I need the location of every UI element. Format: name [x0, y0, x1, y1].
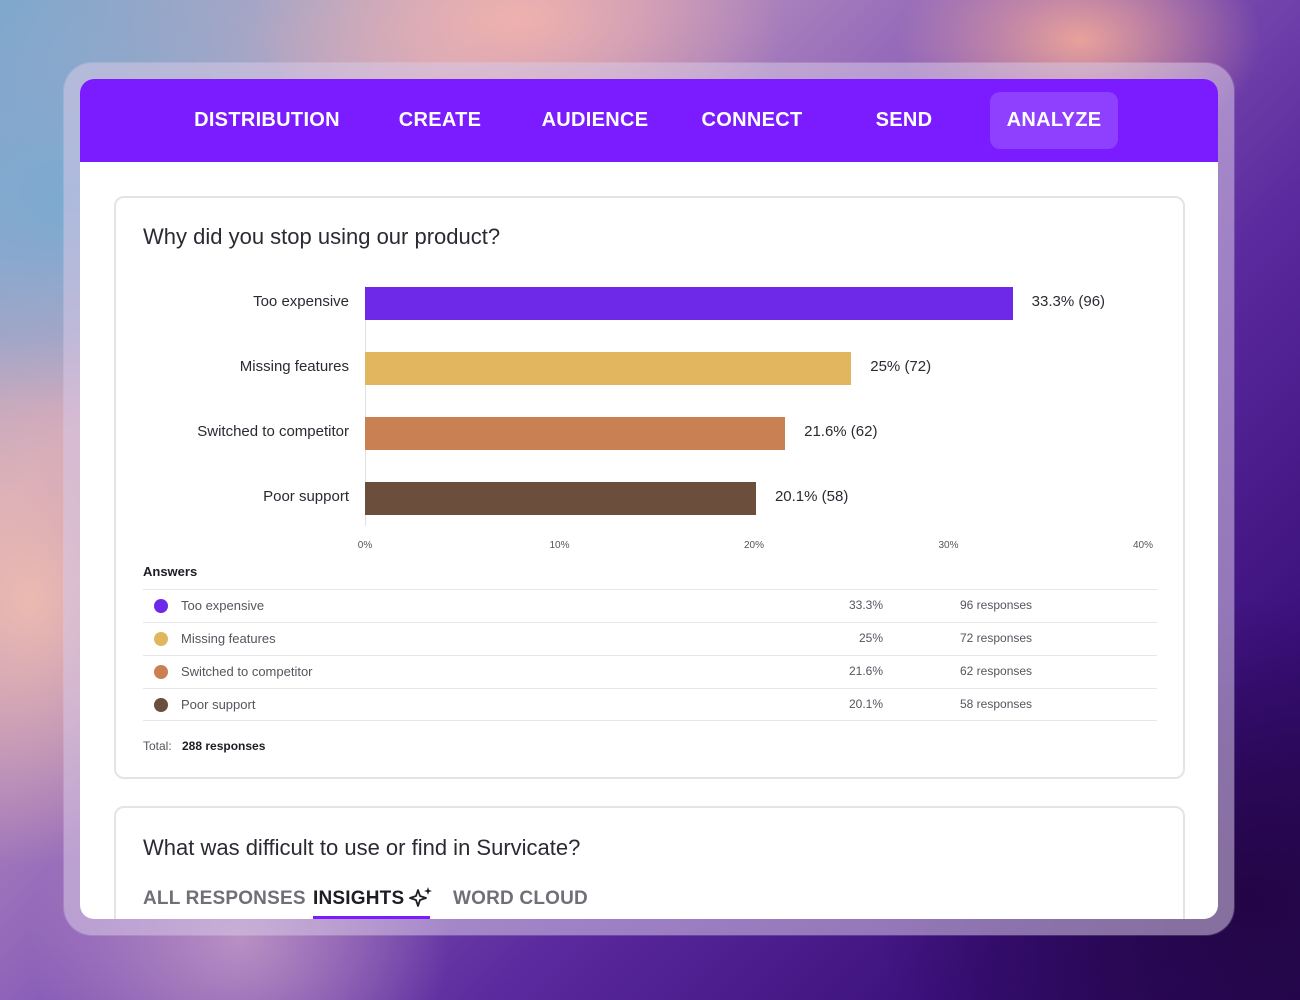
answer-percentage: 25%: [858, 631, 883, 645]
sparkle-icon: [409, 887, 432, 907]
question-card-churn: Why did you stop using our product? Too …: [114, 196, 1185, 779]
bar-value-label: 21.6% (62): [804, 423, 878, 440]
color-dot: [154, 665, 168, 679]
answers-heading: Answers: [143, 564, 198, 579]
app-screen: DISTRIBUTION CREATE AUDIENCE CONNECT SEN…: [80, 79, 1218, 919]
color-dot: [154, 698, 168, 712]
bar-label: Switched to competitor: [197, 423, 349, 440]
bar-value-label: 25% (72): [870, 358, 932, 375]
answer-responses: 62 responses: [960, 664, 1033, 678]
answer-row: Too expensive 33.3% 96 responses: [143, 589, 1157, 622]
answer-label: Too expensive: [181, 598, 265, 613]
answer-responses: 96 responses: [960, 598, 1033, 612]
answer-percentage: 20.1%: [848, 697, 883, 711]
bar-value-label: 20.1% (58): [774, 488, 849, 505]
active-tab-indicator: [313, 916, 430, 919]
chart-axis-line: [365, 286, 366, 526]
answer-percentage: 21.6%: [848, 664, 883, 678]
bar-value-label: 33.3% (96): [1031, 293, 1106, 310]
question-card-difficulty: What was difficult to use or find in Sur…: [114, 806, 1185, 919]
color-dot: [154, 632, 168, 646]
top-nav: DISTRIBUTION CREATE AUDIENCE CONNECT SEN…: [80, 79, 1218, 162]
question-title: What was difficult to use or find in Sur…: [143, 835, 581, 860]
nav-distribution[interactable]: DISTRIBUTION: [194, 109, 340, 131]
nav-analyze[interactable]: ANALYZE: [990, 92, 1118, 149]
nav-send[interactable]: SEND: [875, 109, 933, 131]
tab-word-cloud[interactable]: WORD CLOUD: [453, 888, 588, 909]
answer-row: Poor support 20.1% 58 responses: [143, 688, 1157, 721]
total-value: 288 responses: [182, 739, 266, 753]
answer-responses: 58 responses: [960, 697, 1033, 711]
bar[interactable]: [365, 352, 852, 385]
question-title: Why did you stop using our product?: [143, 224, 501, 249]
bar-label: Poor support: [263, 488, 349, 505]
nav-audience[interactable]: AUDIENCE: [541, 109, 649, 131]
nav-create[interactable]: CREATE: [398, 109, 482, 131]
axis-tick-label: 30%: [938, 540, 959, 551]
answer-percentage: 33.3%: [848, 598, 883, 612]
axis-tick-label: 40%: [1132, 540, 1154, 551]
answer-responses: 72 responses: [960, 631, 1033, 645]
axis-tick-label: 0%: [357, 540, 373, 551]
bar-label: Missing features: [239, 358, 349, 375]
tab-insights[interactable]: INSIGHTS: [313, 888, 405, 909]
bar[interactable]: [365, 482, 756, 515]
bar-label: Too expensive: [253, 293, 349, 310]
axis-tick-label: 10%: [549, 540, 570, 551]
nav-connect[interactable]: CONNECT: [701, 109, 803, 131]
tab-all-responses[interactable]: ALL RESPONSES: [143, 888, 306, 909]
answer-label: Missing features: [181, 631, 276, 646]
bar[interactable]: [365, 287, 1013, 320]
axis-tick-label: 20%: [743, 540, 765, 551]
answer-label: Switched to competitor: [181, 664, 313, 679]
answer-row: Missing features 25% 72 responses: [143, 622, 1157, 655]
answer-row: Switched to competitor 21.6% 62 responses: [143, 655, 1157, 688]
bar[interactable]: [365, 417, 786, 450]
answer-label: Poor support: [181, 697, 256, 712]
color-dot: [154, 599, 168, 613]
total-label: Total:: [143, 739, 172, 753]
